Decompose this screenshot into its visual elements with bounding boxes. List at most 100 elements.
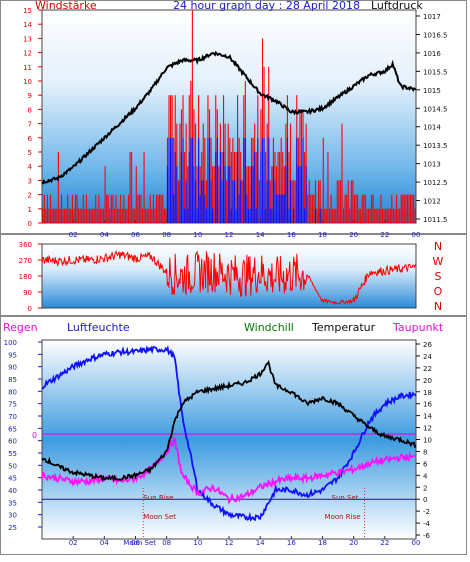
x-tick-label: 14 bbox=[256, 539, 265, 547]
x-tick-label: 20 bbox=[349, 231, 358, 239]
temp-tick-label: 26 bbox=[423, 341, 432, 349]
temp-tick-label: 24 bbox=[423, 353, 432, 361]
humidity-tick-label: 30 bbox=[8, 512, 17, 520]
sun-set-label: Sun Set bbox=[332, 494, 359, 502]
pressure-tick-label: 1015.5 bbox=[423, 68, 448, 76]
wind-tick-label: 13 bbox=[23, 35, 32, 43]
x-tick-label: 22 bbox=[380, 539, 389, 547]
humidity-label: Luftfeuchte bbox=[67, 321, 130, 334]
humidity-tick-label: 95 bbox=[8, 351, 17, 359]
rain-zero-label: 0 bbox=[32, 431, 37, 440]
humidity-tick-label: 90 bbox=[8, 364, 17, 372]
wind-pressure-plot-area bbox=[41, 9, 417, 224]
pressure-axis-title: Luftdruck bbox=[371, 0, 423, 12]
wind-tick-label: 11 bbox=[23, 64, 32, 72]
pressure-tick-label: 1016.5 bbox=[423, 31, 448, 39]
rain-label: Regen bbox=[3, 321, 38, 334]
wind-tick-label: 0 bbox=[28, 220, 32, 228]
wind-tick-label: 7 bbox=[28, 121, 32, 129]
x-tick-label: 08 bbox=[162, 231, 171, 239]
humidity-tick-label: 60 bbox=[8, 438, 17, 446]
wind-speed-axis-title: Windstärke bbox=[35, 0, 97, 12]
direction-tick-label: 180 bbox=[19, 273, 32, 281]
wind-direction-line bbox=[41, 249, 417, 306]
pressure-tick-label: 1016 bbox=[423, 50, 441, 58]
direction-tick-label: 270 bbox=[19, 257, 32, 265]
temp-tick-label: 16 bbox=[423, 401, 432, 409]
panel3-frame bbox=[0, 316, 467, 555]
wind-tick-label: 14 bbox=[23, 21, 32, 29]
temp-tick-label: 6 bbox=[423, 460, 428, 468]
wind-tick-label: 6 bbox=[28, 135, 33, 143]
pressure-tick-label: 1014.5 bbox=[423, 105, 448, 113]
temp-tick-label: -4 bbox=[423, 520, 431, 528]
moon-set-axis-label: Moon Set bbox=[123, 539, 156, 547]
humidity-tick-label: 40 bbox=[8, 487, 17, 495]
compass-label: N bbox=[434, 240, 442, 253]
pressure-tick-label: 1012.5 bbox=[423, 179, 448, 187]
pressure-tick-label: 1013.5 bbox=[423, 142, 448, 150]
humidity-line bbox=[41, 345, 417, 522]
wind-tick-label: 10 bbox=[23, 78, 32, 86]
temp-tick-label: -6 bbox=[423, 532, 431, 540]
direction-tick-label: 90 bbox=[23, 289, 32, 297]
x-tick-label: 02 bbox=[69, 231, 78, 239]
x-tick-label: 06 bbox=[131, 539, 140, 547]
compass-label: O bbox=[434, 285, 443, 298]
x-tick-label: 22 bbox=[380, 231, 389, 239]
temp-tick-label: -2 bbox=[423, 508, 430, 516]
pressure-tick-label: 1011.5 bbox=[423, 216, 448, 224]
x-tick-label: 12 bbox=[225, 231, 234, 239]
compass-label: W bbox=[433, 255, 444, 268]
temperature-line bbox=[41, 359, 417, 483]
x-tick-label: 16 bbox=[287, 539, 296, 547]
wind-tick-label: 15 bbox=[23, 7, 32, 15]
temp-tick-label: 20 bbox=[423, 377, 432, 385]
direction-tick-label: 0 bbox=[28, 305, 32, 313]
x-tick-label: 00 bbox=[412, 539, 421, 547]
temp-tick-label: 4 bbox=[423, 472, 428, 480]
dewpoint-label: Taupunkt bbox=[392, 321, 444, 334]
temp-tick-label: 22 bbox=[423, 365, 432, 373]
direction-tick-label: 360 bbox=[19, 241, 32, 249]
x-tick-label: 06 bbox=[131, 231, 140, 239]
humidity-tick-label: 55 bbox=[8, 450, 17, 458]
wind-tick-label: 1 bbox=[28, 206, 32, 214]
wind-tick-label: 5 bbox=[28, 149, 32, 157]
temperature-label: Temperatur bbox=[311, 321, 376, 334]
chart-title: 24 hour graph day : 28 April 2018 bbox=[173, 0, 360, 12]
pressure-tick-label: 1014 bbox=[423, 124, 441, 132]
moon-rise-label: Moon Rise bbox=[325, 513, 361, 521]
wind-avg-series bbox=[166, 137, 321, 223]
panel1-frame bbox=[0, 0, 467, 234]
pressure-tick-label: 1017 bbox=[423, 13, 441, 21]
pressure-tick-label: 1013 bbox=[423, 161, 441, 169]
x-tick-label: 20 bbox=[349, 539, 358, 547]
wind-tick-label: 8 bbox=[28, 106, 32, 114]
temp-tick-label: 8 bbox=[423, 448, 427, 456]
humidity-tick-label: 80 bbox=[8, 388, 17, 396]
x-tick-label: 00 bbox=[412, 231, 421, 239]
pressure-tick-label: 1015 bbox=[423, 87, 441, 95]
humidity-tick-label: 35 bbox=[8, 499, 17, 507]
x-tick-label: 04 bbox=[100, 231, 109, 239]
humidity-tick-label: 25 bbox=[8, 524, 17, 532]
humidity-tick-label: 75 bbox=[8, 401, 17, 409]
x-tick-label: 10 bbox=[193, 231, 202, 239]
x-tick-label: 08 bbox=[162, 539, 171, 547]
compass-label: N bbox=[434, 300, 442, 313]
wind-tick-label: 9 bbox=[28, 92, 32, 100]
x-tick-label: 16 bbox=[287, 231, 296, 239]
x-tick-label: 18 bbox=[318, 231, 327, 239]
temp-tick-label: 12 bbox=[423, 425, 432, 433]
humidity-tick-label: 45 bbox=[8, 475, 17, 483]
compass-label: S bbox=[435, 270, 442, 283]
wind-tick-label: 2 bbox=[28, 192, 32, 200]
moon-set-label: Moon Set bbox=[143, 513, 176, 521]
sun-rise-label: Sun Rise bbox=[143, 494, 173, 502]
x-tick-label: 04 bbox=[100, 539, 109, 547]
x-tick-label: 14 bbox=[256, 231, 265, 239]
pressure-line bbox=[41, 50, 416, 185]
